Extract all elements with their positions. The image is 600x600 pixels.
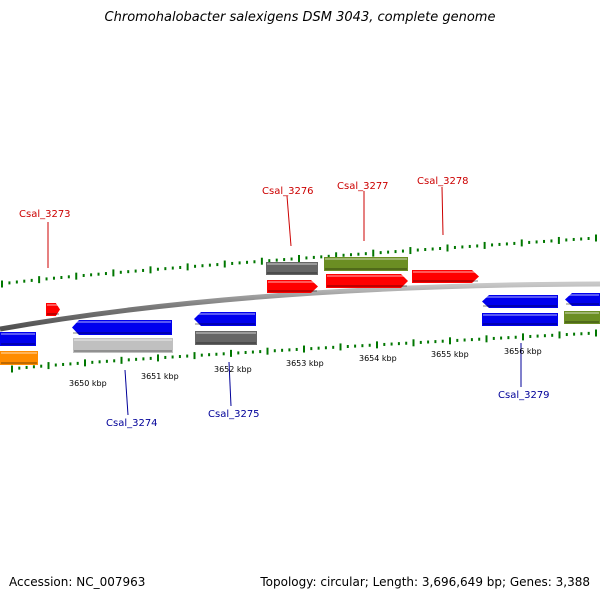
- gene-labels-top: Csal_3273 Csal_3276 Csal_3277 Csal_3278: [19, 176, 469, 220]
- gene-arrow-highlight: [327, 275, 407, 277]
- gene-arrow-shade: [483, 305, 557, 307]
- gene-arrow: [0, 351, 38, 365]
- gene-arrow: [194, 312, 256, 326]
- gene-arrow-highlight: [566, 294, 599, 296]
- gene-arrow-shade: [483, 323, 557, 325]
- gene-arrow-shade: [268, 290, 317, 292]
- gene-arrow-highlight: [325, 258, 407, 260]
- gene-arrow: [267, 280, 318, 293]
- kbp-label: 3653 kbp: [286, 359, 324, 368]
- kbp-label: 3651 kbp: [141, 372, 179, 381]
- leader-line: [441, 186, 444, 236]
- label-leaders: [47, 186, 522, 416]
- leader-line: [228, 361, 232, 407]
- kbp-labels: 3650 kbp 3651 kbp 3652 kbp 3653 kbp 3654…: [69, 347, 542, 388]
- gene-arrow-shade: [1, 343, 35, 345]
- gene-arrow-highlight: [413, 271, 478, 273]
- gene-arrow-shade: [73, 332, 171, 334]
- gene-arrow-highlight: [1, 352, 37, 354]
- accession-text: Accession: NC_007963: [9, 575, 146, 589]
- gene-arrow-shade: [413, 280, 478, 282]
- gene-label-csal-3274[interactable]: Csal_3274: [106, 418, 158, 429]
- gene-arrow-highlight: [267, 263, 317, 265]
- gene-label-csal-3276[interactable]: Csal_3276: [262, 186, 314, 197]
- gene-arrow: [72, 320, 172, 335]
- gene-arrow-highlight: [74, 339, 172, 341]
- gene-arrow: [564, 311, 600, 324]
- gene-arrow-highlight: [196, 332, 256, 334]
- genome-title: Chromohalobacter salexigens DSM 3043, co…: [104, 10, 496, 25]
- gene-arrow-highlight: [483, 296, 557, 298]
- gene-arrow: [266, 262, 318, 275]
- kbp-label: 3650 kbp: [69, 379, 107, 388]
- gene-arrow-shade: [267, 272, 317, 274]
- tick-track-bottom: [11, 329, 597, 373]
- gene-arrow-shade: [325, 268, 407, 270]
- gene-arrow-highlight: [47, 304, 59, 306]
- gene-arrow: [46, 303, 60, 316]
- leader-line: [286, 195, 292, 247]
- gene-arrow-highlight: [483, 314, 557, 316]
- gene-arrow-shade: [74, 350, 172, 352]
- gene-arrow: [324, 257, 408, 271]
- tick-track-top: [1, 234, 597, 288]
- gene-arrow-shade: [47, 313, 59, 315]
- genome-summary-text: Topology: circular; Length: 3,696,649 bp…: [260, 575, 590, 589]
- kbp-label: 3656 kbp: [504, 347, 542, 356]
- gene-arrow-highlight: [195, 313, 255, 315]
- gene-arrow: [195, 331, 257, 345]
- gene-arrow: [412, 270, 479, 283]
- gene-arrow-highlight: [268, 281, 317, 283]
- gene-label-csal-3278[interactable]: Csal_3278: [417, 176, 469, 187]
- gene-arrow: [565, 293, 600, 306]
- gene-arrow-shade: [565, 321, 599, 323]
- gene-arrow-shade: [566, 303, 599, 305]
- gene-labels-bottom: Csal_3274 Csal_3275 Csal_3279: [106, 390, 550, 429]
- gene-arrow-shade: [196, 342, 256, 344]
- gene-arrow-highlight: [1, 333, 35, 335]
- gene-arrow: [0, 332, 36, 346]
- genome-backbone: [0, 281, 600, 332]
- kbp-label: 3652 kbp: [214, 365, 252, 374]
- kbp-label: 3654 kbp: [359, 354, 397, 363]
- gene-arrow-shade: [195, 323, 255, 325]
- kbp-label: 3655 kbp: [431, 350, 469, 359]
- gene-features: [0, 257, 600, 365]
- leader-line: [124, 369, 129, 416]
- gene-arrow-highlight: [565, 312, 599, 314]
- gene-label-csal-3273[interactable]: Csal_3273: [19, 209, 71, 220]
- gene-arrow-shade: [1, 362, 37, 364]
- gene-arrow: [482, 295, 558, 308]
- gene-arrow: [326, 274, 408, 288]
- gene-arrow: [482, 313, 558, 326]
- gene-label-csal-3275[interactable]: Csal_3275: [208, 409, 260, 420]
- gene-arrow-shade: [327, 285, 407, 287]
- gene-label-csal-3279[interactable]: Csal_3279: [498, 390, 550, 401]
- gene-arrow: [73, 338, 173, 353]
- gene-label-csal-3277[interactable]: Csal_3277: [337, 181, 389, 192]
- gene-arrow-highlight: [73, 321, 171, 323]
